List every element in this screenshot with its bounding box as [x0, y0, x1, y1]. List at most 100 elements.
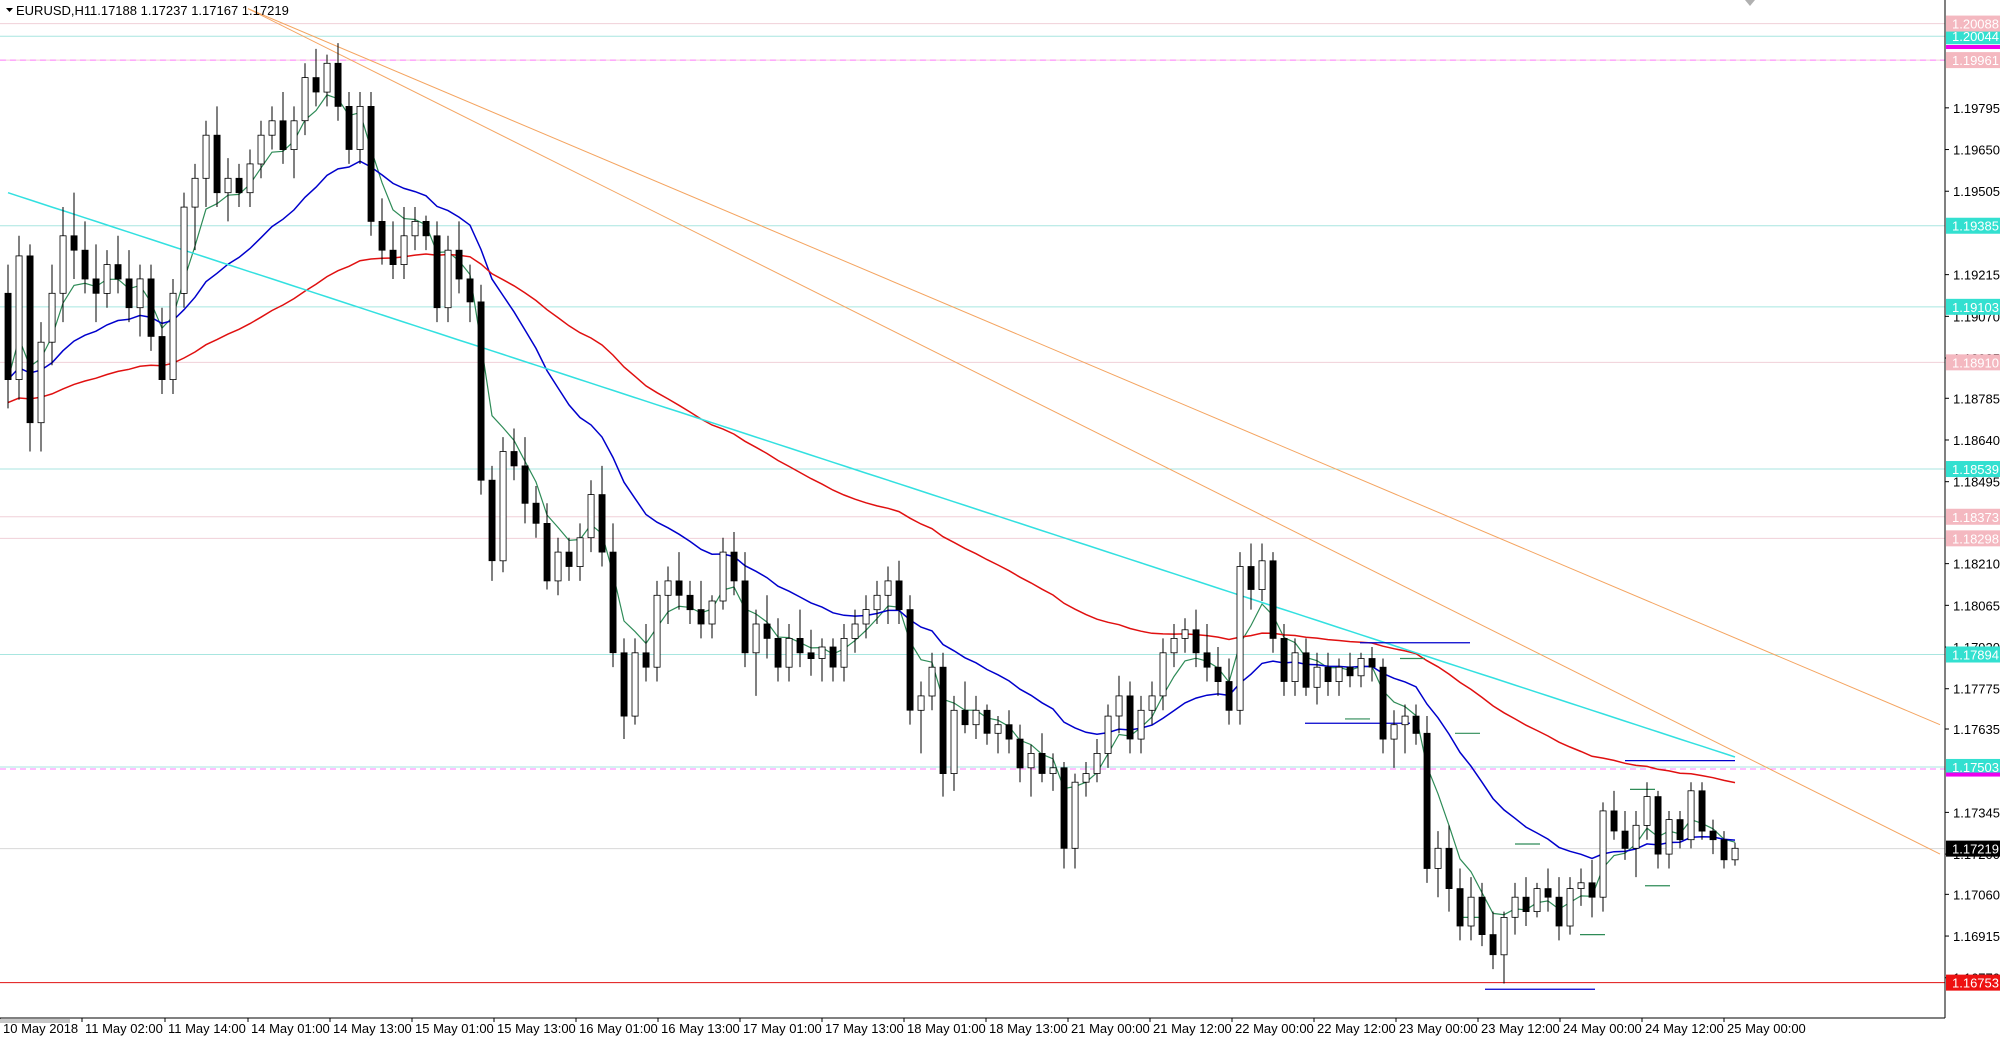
bear-candle	[1302, 652, 1310, 688]
bull-candle	[862, 609, 870, 625]
bull-candle	[202, 134, 210, 179]
bear-candle	[521, 465, 529, 504]
level-lines	[0, 23, 1945, 984]
bull-candle	[1082, 773, 1090, 783]
bear-candle	[1654, 796, 1662, 855]
time-tick-label: 15 May 13:00	[497, 1021, 576, 1036]
bull-candle	[1027, 753, 1035, 769]
time-tick-label: 11 May 02:00	[85, 1021, 163, 1036]
current-price-tag: 1.17219	[1952, 842, 1999, 857]
time-tick-label: 16 May 13:00	[661, 1021, 740, 1036]
bear-candle	[125, 278, 133, 309]
bear-candle	[70, 235, 78, 251]
bull-candle	[1159, 652, 1167, 697]
bear-candle	[477, 301, 485, 481]
ma-long-line	[7, 191, 1736, 758]
price-tick-label: 1.18495	[1953, 475, 2000, 490]
bear-candle	[543, 523, 551, 582]
level-tag-1.18298: 1.18298	[1952, 531, 1999, 546]
bear-candle	[1610, 810, 1618, 832]
bull-candle	[664, 580, 672, 596]
bull-candle	[631, 652, 639, 717]
bear-candle	[906, 609, 914, 711]
bull-candle	[444, 249, 452, 309]
bear-candle	[1544, 888, 1552, 898]
level-tag-1.17894-bg	[1946, 646, 2000, 663]
bull-candle	[1049, 767, 1057, 774]
bear-candle	[807, 652, 815, 659]
bear-candle	[763, 623, 771, 639]
scroll-indicator[interactable]	[0, 1019, 70, 1023]
bear-candle	[1192, 629, 1200, 654]
bear-candle	[1203, 652, 1211, 668]
bull-candle	[59, 235, 67, 294]
support-price-tag: 1.16753	[1952, 976, 1999, 991]
bull-candle	[554, 551, 562, 582]
bull-candle	[1500, 917, 1508, 956]
bear-candle	[620, 652, 628, 717]
bull-candle	[1104, 715, 1112, 754]
header-dropdown-icon[interactable]	[6, 8, 13, 12]
bull-candle	[191, 177, 199, 208]
bull-candle	[785, 638, 793, 668]
time-tick-label: 14 May 01:00	[251, 1021, 330, 1036]
time-tick-label: 22 May 00:00	[1235, 1021, 1314, 1036]
trendline-lower	[247, 8, 1941, 855]
price-tick-label: 1.19650	[1953, 143, 2000, 158]
bull-candle	[708, 600, 716, 625]
shift-marker-icon[interactable]	[1745, 0, 1755, 6]
bull-candle	[1467, 896, 1475, 927]
bear-candle	[741, 580, 749, 654]
bull-candle	[169, 292, 177, 380]
bull-candle	[1599, 810, 1607, 898]
bear-candle	[1698, 790, 1706, 832]
magenta-tag-upper	[1946, 45, 2000, 50]
time-axis[interactable]: 10 May 2018 11 May 02:00 11 May 14:00 14 Ma…	[0, 1018, 1806, 1036]
time-tick-label: 21 May 00:00	[1071, 1021, 1150, 1036]
bull-candle	[1566, 888, 1574, 927]
bear-candle	[642, 652, 650, 668]
bear-candle	[686, 594, 694, 611]
bull-candle	[950, 709, 958, 774]
bull-candle	[917, 695, 925, 711]
bear-candle	[1368, 658, 1376, 668]
bull-candle	[719, 551, 727, 602]
level-tag-1.18539: 1.18539	[1952, 462, 1999, 477]
bull-candle	[818, 646, 826, 659]
bull-candle	[1291, 652, 1299, 682]
bear-candle	[829, 646, 837, 668]
bear-candle	[1247, 566, 1255, 590]
bear-candle	[1489, 934, 1497, 956]
level-tag-1.19103-bg	[1946, 298, 2000, 315]
bear-candle	[1456, 888, 1464, 927]
bear-candle	[1423, 732, 1431, 869]
bull-candle	[576, 537, 584, 567]
time-tick-label: 17 May 13:00	[825, 1021, 904, 1036]
bear-candle	[1445, 847, 1453, 889]
bear-candle	[1379, 666, 1387, 740]
level-tag-1.19961: 1.19961	[1952, 53, 1999, 68]
price-tick-label: 1.18785	[1953, 391, 2000, 406]
bull-candle	[851, 623, 859, 639]
time-tick-label: 17 May 01:00	[743, 1021, 822, 1036]
bull-candle	[972, 709, 980, 726]
chart-frame	[0, 0, 1946, 1019]
bear-candle	[895, 580, 903, 611]
level-tag-1.20088-bg	[1946, 15, 2000, 32]
bull-candle	[1313, 666, 1321, 688]
bull-candle	[1577, 882, 1585, 889]
price-tick-label: 1.18210	[1953, 557, 2000, 572]
bear-candle	[279, 120, 287, 151]
bull-candle	[103, 264, 111, 294]
bear-candle	[367, 106, 375, 222]
bear-candle	[455, 249, 463, 280]
bear-candle	[1621, 830, 1629, 849]
price-tags: 1.20044 1.19385 1.19103 1.18539 1.17894 1.175…	[1946, 15, 2000, 991]
bull-candle	[180, 206, 188, 294]
bear-candle	[796, 638, 804, 654]
bull-candle	[323, 62, 331, 93]
price-tick-label: 1.16915	[1953, 929, 2000, 944]
bear-candle	[1324, 666, 1332, 683]
